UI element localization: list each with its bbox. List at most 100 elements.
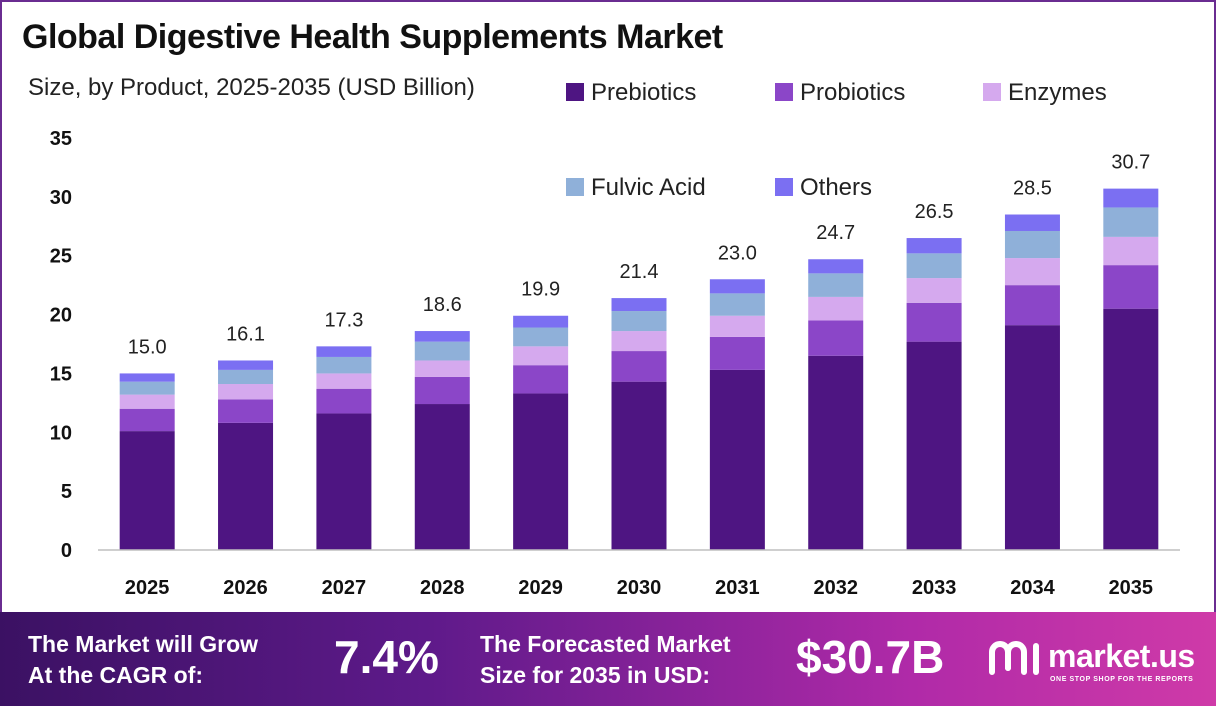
y-tick-label: 15 — [50, 363, 72, 385]
bar-segment-fulvic-acid — [611, 311, 667, 332]
bar-total-label: 19.9 — [521, 279, 560, 301]
bar-segment-prebiotics — [513, 393, 569, 550]
bar-segment-enzymes — [218, 384, 274, 400]
bar-segment-fulvic-acid — [906, 253, 962, 279]
legend-swatch-probiotics — [775, 83, 793, 101]
bar-total-label: 16.1 — [226, 323, 265, 345]
bar-segment-fulvic-acid — [513, 327, 569, 347]
legend-swatch-others — [775, 178, 793, 196]
bar-segment-enzymes — [709, 315, 765, 337]
bar-segment-prebiotics — [119, 431, 175, 550]
bar-segment-others — [1103, 188, 1159, 208]
bar-segment-prebiotics — [1004, 325, 1060, 550]
bar-segment-enzymes — [611, 331, 667, 352]
legend: Prebiotics Probiotics Enzymes Fulvic Acid Ot… — [566, 79, 1107, 201]
bar-segment-prebiotics — [808, 355, 864, 550]
bar-total-label: 15.0 — [128, 336, 167, 358]
bar-segment-fulvic-acid — [709, 293, 765, 316]
bar-total-label: 26.5 — [915, 201, 954, 223]
bar-segment-others — [709, 279, 765, 294]
bar-segment-fulvic-acid — [1004, 230, 1060, 259]
bar-segment-enzymes — [906, 278, 962, 303]
bar-segment-others — [1004, 214, 1060, 231]
bar-segment-probiotics — [709, 336, 765, 370]
x-tick-label: 2035 — [1109, 577, 1154, 599]
bar-total-label: 23.0 — [718, 242, 757, 264]
logo-name: market.us — [1048, 638, 1195, 674]
bar-segment-fulvic-acid — [414, 341, 470, 361]
x-tick-label: 2026 — [223, 577, 268, 599]
bar-segment-prebiotics — [611, 381, 667, 550]
forecast-label-line2: Size for 2035 in USD: — [480, 662, 711, 688]
bar-segment-probiotics — [1004, 285, 1060, 326]
bar-segment-probiotics — [1103, 265, 1159, 309]
bar-segment-prebiotics — [906, 341, 962, 550]
bar-total-label: 18.6 — [423, 294, 462, 316]
legend-label: Probiotics — [800, 79, 905, 106]
bar-segment-fulvic-acid — [316, 356, 372, 374]
bar-segment-fulvic-acid — [808, 273, 864, 297]
bar-segment-others — [316, 346, 372, 357]
bar-segment-enzymes — [513, 346, 569, 366]
bar-segment-prebiotics — [709, 369, 765, 550]
bars-layer — [119, 188, 1159, 550]
bar-segment-others — [513, 315, 569, 328]
bar-segment-prebiotics — [316, 413, 372, 550]
bar-segment-probiotics — [513, 365, 569, 394]
bar-segment-probiotics — [611, 351, 667, 382]
y-tick-label: 5 — [61, 481, 72, 503]
bar-total-label: 30.7 — [1111, 152, 1150, 174]
cagr-label-line2: At the CAGR of: — [28, 662, 204, 688]
footer-banner: The Market will Grow At the CAGR of: 7.4… — [0, 612, 1216, 706]
bar-segment-others — [414, 331, 470, 342]
x-tick-label: 2031 — [715, 577, 760, 599]
y-tick-label: 25 — [50, 246, 72, 268]
cagr-label-line1: The Market will Grow — [28, 631, 259, 657]
x-tick-label: 2028 — [420, 577, 465, 599]
x-tick-label: 2034 — [1010, 577, 1055, 599]
x-tick-label: 2032 — [813, 577, 858, 599]
bar-segment-others — [218, 360, 274, 370]
bar-segment-others — [611, 298, 667, 312]
x-tick-label: 2033 — [912, 577, 957, 599]
bar-segment-probiotics — [808, 320, 864, 356]
bar-segment-prebiotics — [414, 404, 470, 550]
bar-total-label: 24.7 — [816, 222, 855, 244]
bar-segment-fulvic-acid — [1103, 207, 1159, 237]
legend-label: Enzymes — [1008, 79, 1107, 106]
legend-swatch-prebiotics — [566, 83, 584, 101]
x-tick-label: 2029 — [518, 577, 563, 599]
labels-layer: 15.0 2025 16.1 2026 17.3 2027 18.6 2028 19.9 2029… — [125, 152, 1153, 599]
x-tick-label: 2027 — [322, 577, 367, 599]
legend-label: Prebiotics — [591, 79, 696, 106]
y-tick-label: 35 — [50, 128, 72, 150]
forecast-label-line1: The Forecasted Market — [480, 631, 731, 657]
bar-segment-enzymes — [1103, 236, 1159, 266]
chart-subtitle: Size, by Product, 2025-2035 (USD Billion… — [28, 74, 475, 101]
bar-segment-enzymes — [316, 373, 372, 389]
forecast-label: The Forecasted Market Size for 2035 in U… — [480, 629, 731, 691]
legend-label: Fulvic Acid — [591, 174, 706, 201]
market-us-logo-icon — [989, 641, 1039, 675]
bar-segment-enzymes — [808, 296, 864, 321]
y-tick-label: 30 — [50, 187, 72, 209]
x-tick-label: 2025 — [125, 577, 170, 599]
bar-segment-probiotics — [218, 399, 274, 423]
chart-title: Global Digestive Health Supplements Mark… — [22, 18, 723, 56]
market-us-logo: market.us ONE STOP SHOP FOR THE REPORTS — [986, 636, 1208, 686]
bar-segment-fulvic-acid — [218, 369, 274, 385]
x-tick-label: 2030 — [617, 577, 662, 599]
y-tick-label: 0 — [61, 540, 72, 562]
bar-total-label: 21.4 — [620, 261, 659, 283]
bar-total-label: 17.3 — [324, 309, 363, 331]
y-tick-label: 20 — [50, 305, 72, 327]
cagr-value: 7.4% — [334, 631, 439, 683]
bar-segment-others — [119, 373, 175, 382]
bar-segment-probiotics — [906, 302, 962, 342]
legend-label: Others — [800, 174, 872, 201]
bar-segment-enzymes — [119, 394, 175, 409]
bar-segment-others — [906, 238, 962, 254]
bar-segment-prebiotics — [1103, 308, 1159, 550]
bar-segment-probiotics — [414, 376, 470, 405]
y-tick-label: 10 — [50, 422, 72, 444]
